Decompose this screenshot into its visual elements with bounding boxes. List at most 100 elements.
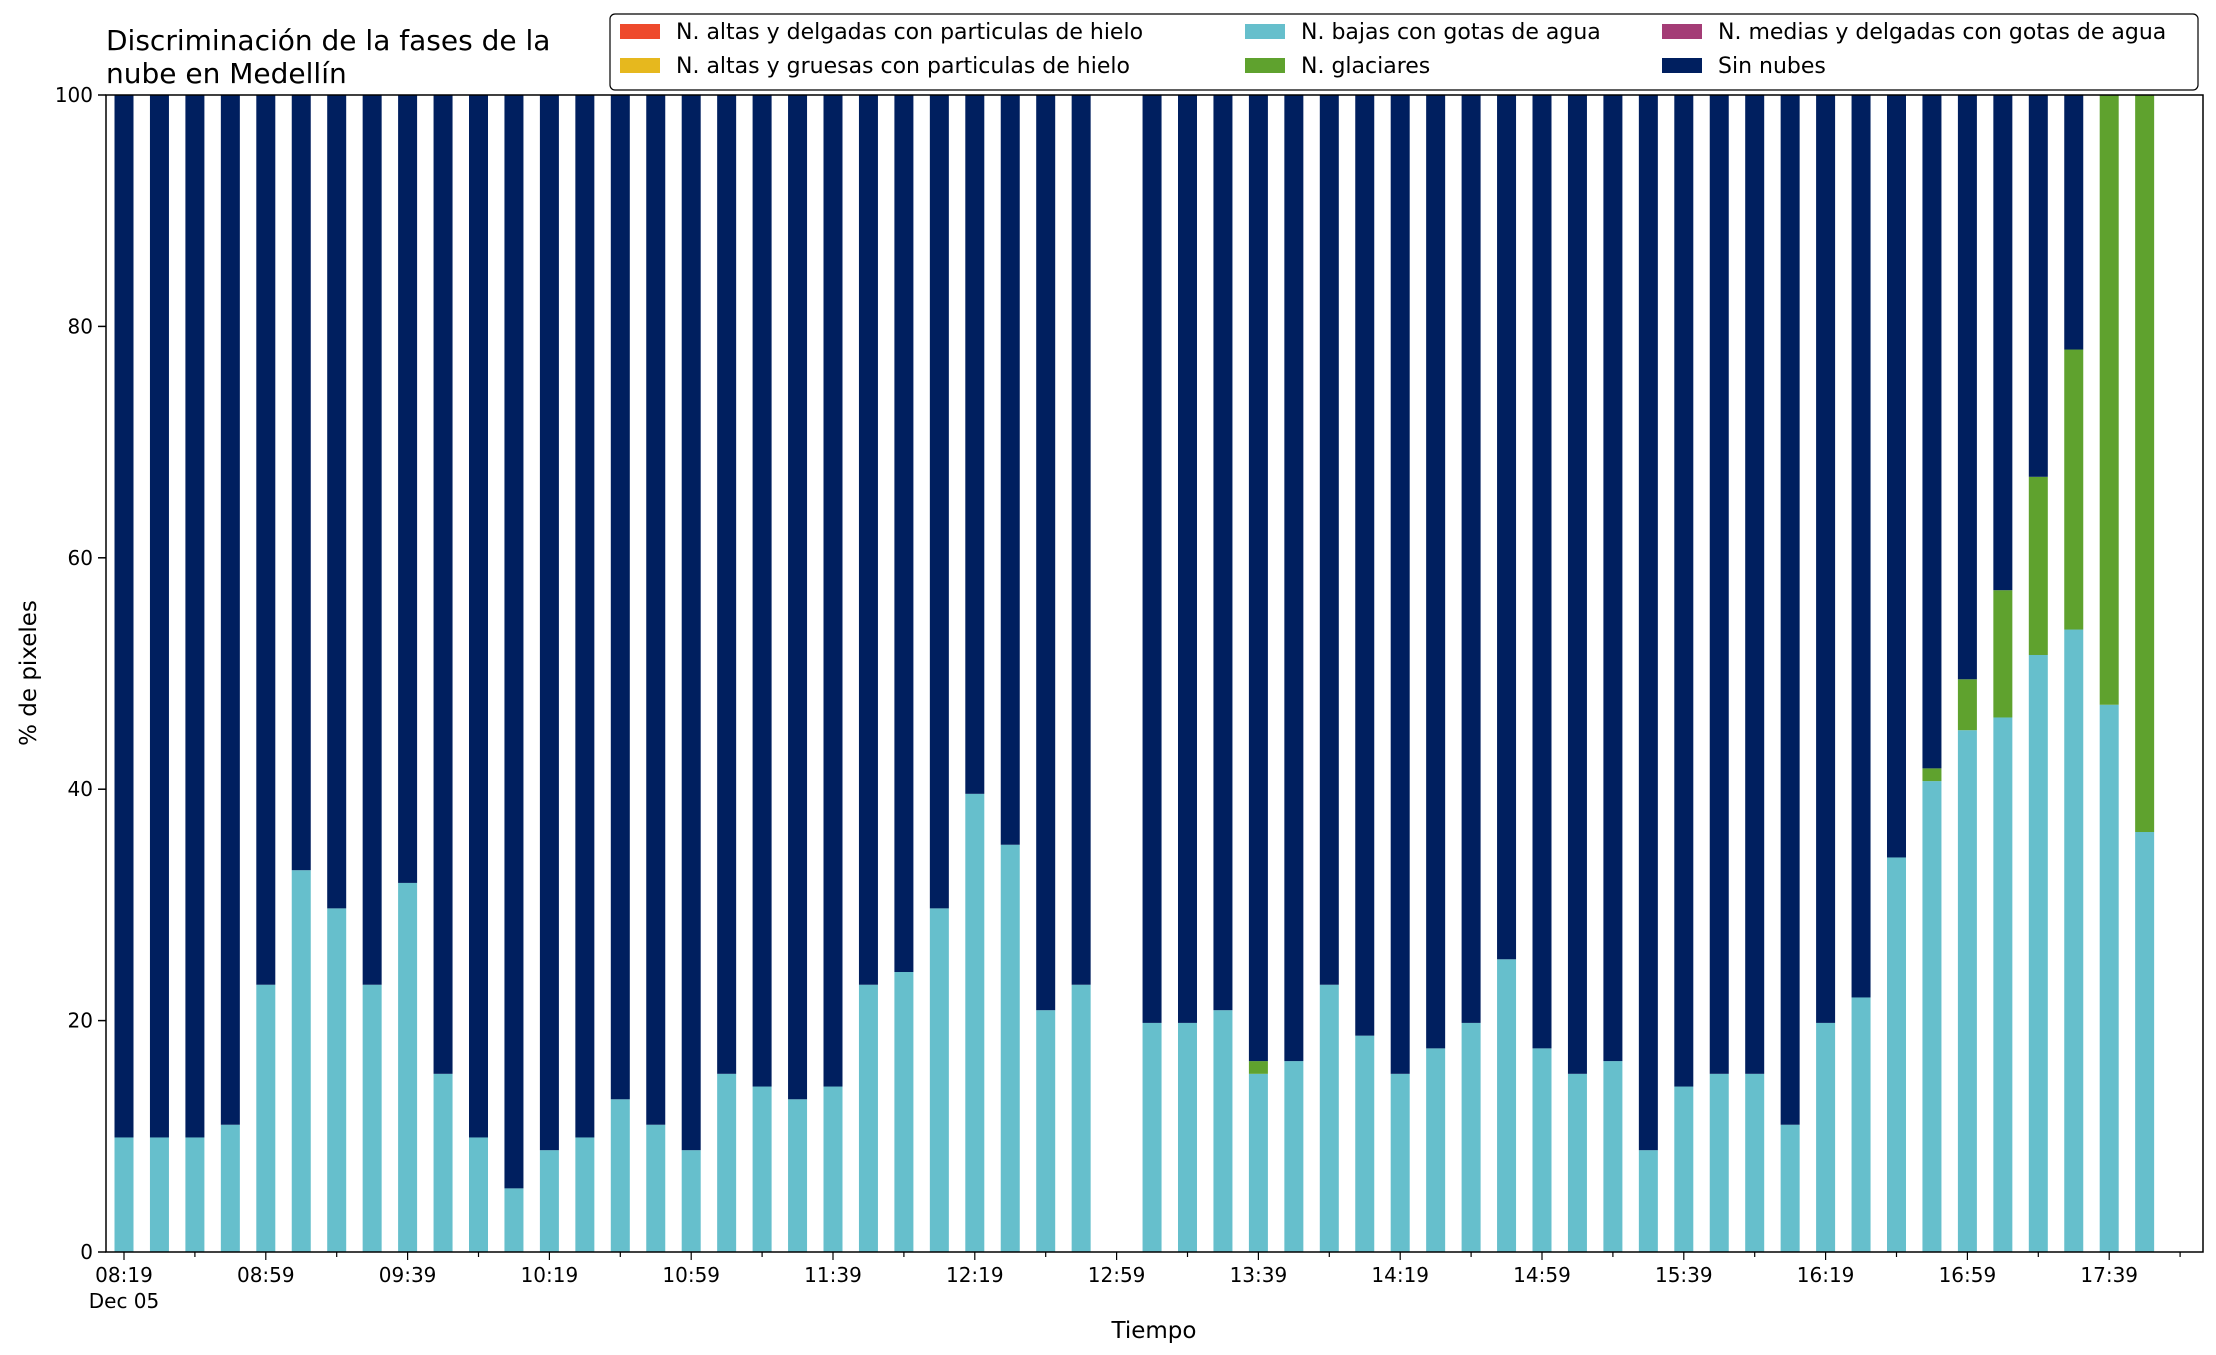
bar-segment [575,1137,595,1252]
x-tick-label: 08:19 [95,1263,153,1287]
bar-segment [1957,730,1977,1252]
bar-segment [504,95,524,1189]
bar-segment [1461,1022,1481,1252]
bar-segment [1000,844,1020,1252]
x-axis: 08:19 08:59 09:39 10:19 10:59 11:39 12:19 12:59… [89,1252,2181,1313]
bar-segment [185,95,205,1138]
bar-segment [1532,1048,1552,1252]
bar-segment [1213,95,1233,1011]
bar-segment [1709,95,1729,1074]
bar-segment [1532,95,1552,1049]
bar-segment [1178,1022,1197,1252]
bar-segment [2099,95,2119,705]
y-tick-label: 80 [68,314,93,338]
bar-segment [1780,95,1800,1125]
bar-segment [894,95,914,973]
bar-segment [220,1124,240,1252]
bar-segment [1000,95,1020,845]
bar-segment [1213,1010,1233,1252]
bar-segment [1638,1150,1658,1252]
y-tick-label: 100 [55,83,93,107]
y-tick-label: 40 [68,777,93,801]
legend-label: N. bajas con gotas de agua [1301,20,1601,45]
bar-segment [646,95,666,1125]
x-tick-label: 09:39 [379,1263,437,1287]
x-tick-label: 11:39 [804,1263,862,1287]
bars-layer [114,95,2155,1252]
bar-segment [1248,1061,1268,1074]
bar-segment [1567,1073,1587,1252]
x-tick-label: 12:59 [1088,1263,1146,1287]
x-tick-label: 10:59 [662,1263,720,1287]
bar-segment [398,95,418,883]
x-tick-label: 15:39 [1655,1263,1713,1287]
y-tick-label: 60 [68,546,93,570]
bar-segment [1993,717,2013,1252]
bar-segment [1036,95,1056,1011]
bar-segment [433,1073,453,1252]
bar-segment [1709,1073,1729,1252]
bar-segment [1957,679,1977,731]
bar-segment [1638,95,1658,1151]
legend-swatch [620,58,660,73]
legend-swatch [1245,24,1285,39]
bar-segment [256,984,276,1252]
bar-segment [291,870,311,1252]
bar-segment [291,95,311,871]
bar-segment [1887,95,1906,858]
legend: N. altas y delgadas con particulas de hi… [609,13,2199,91]
bar-segment [575,95,595,1138]
y-tick-label: 20 [68,1009,93,1033]
bar-segment [1922,768,1942,782]
bar-segment [2028,95,2048,477]
bar-segment [2099,704,2119,1252]
bar-segment [1922,95,1942,769]
bar-segment [469,1137,488,1252]
bar-segment [1745,95,1765,1074]
bar-segment [1674,1086,1694,1252]
bar-segment [539,95,559,1151]
bar-segment [965,95,985,794]
bar-segment [823,95,843,1087]
bar-segment [256,95,276,985]
bar-segment [1780,1124,1800,1252]
bar-segment [929,95,949,909]
bar-segment [1284,1061,1304,1252]
bar-segment [327,95,347,909]
chart-title-line-1: Discriminación de la fases de la [106,24,550,57]
x-tick-label: 17:39 [2080,1263,2138,1287]
bar-segment [1567,95,1587,1074]
bar-segment [646,1124,666,1252]
bar-segment [681,95,701,1151]
y-axis: 0 20 40 60 80 100 [55,83,106,1264]
bar-segment [894,972,914,1252]
y-tick-label: 0 [80,1240,93,1264]
bar-segment [929,908,949,1252]
bar-segment [504,1188,524,1252]
bar-segment [220,95,240,1125]
bar-segment [1816,95,1836,1023]
plot-frame [105,94,2204,1253]
bar-segment [1248,95,1268,1062]
x-tick-label: 13:39 [1230,1263,1288,1287]
bar-segment [1071,984,1091,1252]
legend-label: Sin nubes [1718,54,1826,79]
bar-segment [1461,95,1481,1023]
bar-segment [362,984,382,1252]
legend-label: N. altas y gruesas con particulas de hie… [676,54,1130,79]
bar-segment [1851,95,1871,998]
bar-segment [610,1099,630,1252]
legend-box [609,13,2199,91]
legend-label: N. medias y delgadas con gotas de agua [1718,20,2166,45]
bar-segment [1603,95,1623,1062]
bar-segment [2135,95,2155,833]
bar-segment [1426,1048,1446,1252]
bar-segment [1957,95,1977,680]
bar-segment [1319,95,1339,985]
bar-segment [1355,1035,1375,1252]
bar-segment [1142,1022,1162,1252]
bar-segment [717,1073,737,1252]
bar-segment [1142,95,1162,1023]
bar-segment [362,95,382,985]
